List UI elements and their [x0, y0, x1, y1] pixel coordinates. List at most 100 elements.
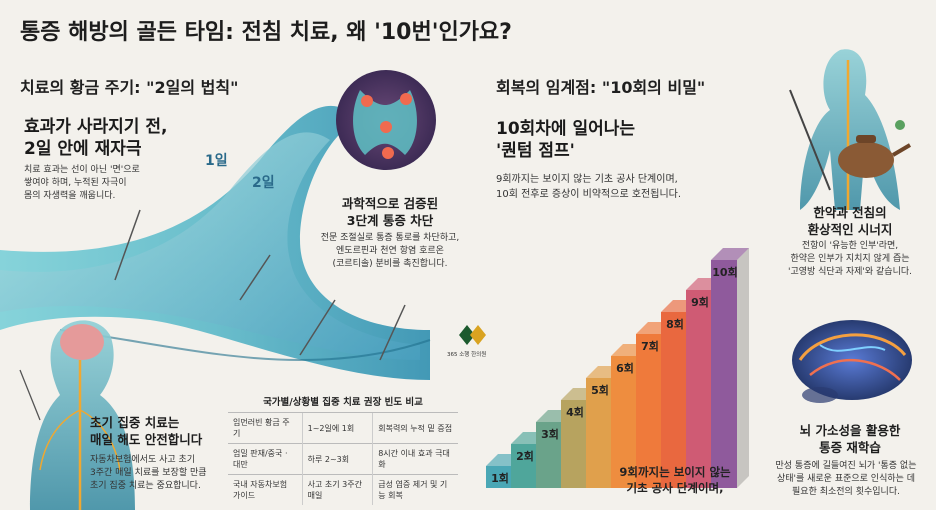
- early-body-line3: 초기 집중 치료는 중요합니다.: [90, 481, 201, 491]
- table-row: 임먼러빈 황금 주기 1~2일에 1회 회복력의 누적 밑 증접: [228, 412, 458, 444]
- left-body-line3: 몸의 자생력을 깨웁니다.: [24, 191, 116, 201]
- stair-step: [511, 444, 537, 488]
- needle-icon: [299, 299, 336, 356]
- needle-icon: [379, 304, 406, 361]
- table-cell: 하루 2~3회: [301, 443, 373, 475]
- stair-step-label: 1회: [491, 472, 509, 485]
- stair-step-label: 7회: [641, 340, 659, 353]
- stairs-caption-line2: 기초 공사 단계이며,: [626, 481, 724, 495]
- right-body-line2: 10회 전후로 증상이 비약적으로 호전됩니다.: [496, 189, 682, 200]
- stair-step-label: 4회: [566, 406, 584, 419]
- body-herb-illustration: [789, 49, 912, 210]
- early-body: 자동차보험에서도 사고 초기 3주간 매일 치료를 보장할 만큼 초기 집중 치…: [90, 454, 207, 493]
- brain-heading-line1: 뇌 가소성을 활용한: [799, 423, 901, 438]
- stair-step: [686, 290, 712, 488]
- stairs-caption-line1: 9회까지는 보이지 않는: [619, 465, 731, 479]
- stair-step-label: 10회: [712, 266, 738, 279]
- frequency-table: 국가별/상황별 집중 치료 권장 빈도 비교 임먼러빈 황금 주기 1~2일에 1…: [228, 394, 458, 505]
- herb-body: 전항이 '유능한 인부'라면, 한약은 인부가 지치지 않게 즙는 '고영방 식…: [765, 240, 935, 279]
- stair-step-label: 6회: [616, 362, 634, 375]
- herb-heading-line2: 환상적인 시너지: [807, 222, 893, 237]
- clinic-logo-text: 365 소행 한의원: [447, 352, 487, 358]
- needle-icon: [114, 209, 141, 281]
- needle-icon: [789, 89, 831, 191]
- cell-illustration: [336, 70, 436, 170]
- left-subhead: 효과가 사라지기 전, 2일 안에 재자극: [24, 116, 167, 160]
- stair-step-label: 9회: [691, 296, 709, 309]
- brain-body-line2: 상태'를 새로운 표준으로 인식하는 데: [776, 474, 916, 484]
- early-heading: 초기 집중 치료는 매일 해도 안전합니다: [90, 414, 202, 448]
- table-row: 국내 자동차보험 가이드 사고 초기 3주간 매일 급성 염증 제거 및 기능 회복: [228, 474, 458, 505]
- wave-label-day1: 1일: [205, 153, 228, 169]
- left-body-line2: 쌓여야 하며, 누적된 자극이: [24, 178, 127, 188]
- early-body-line2: 3주간 매일 치료를 보장할 만큼: [90, 468, 207, 478]
- left-subhead-line2: 2일 안에 재자극: [24, 139, 142, 159]
- stair-step: [536, 422, 562, 488]
- center-heading-line1: 과학적으로 검증된: [341, 196, 439, 211]
- table-cell: 회복력의 누적 밑 증접: [372, 412, 458, 444]
- herb-heading-line1: 한약과 전침의: [813, 205, 887, 220]
- stair-step: [661, 312, 687, 488]
- herb-body-line3: '고영방 식단과 자제'와 같습니다.: [787, 267, 913, 277]
- early-heading-line1: 초기 집중 치료는: [90, 415, 180, 430]
- page-title: 통증 해방의 골든 타임: 전침 치료, 왜 '10번'인가요?: [20, 20, 512, 45]
- brain-body-line3: 필요한 최소전의 횟수입니다.: [792, 487, 900, 497]
- early-body-line1: 자동차보험에서도 사고 초기: [90, 455, 196, 465]
- table-row: 엄밀 판재/중국 · 대만 하루 2~3회 8시간 이내 효과 극대화: [228, 443, 458, 475]
- right-body-line1: 9회까지는 보이지 않는 기초 공사 단계이며,: [496, 174, 678, 185]
- center-heading-line2: 3단계 통증 차단: [346, 213, 434, 228]
- stair-step-label: 5회: [591, 384, 609, 397]
- center-body-line2: 엔도르핀과 천연 항염 호르온: [336, 246, 444, 256]
- brain-body-line1: 만성 통증에 길들여진 뇌가 '통증 없는: [775, 461, 917, 471]
- right-subhead-line2: '퀀텀 점프': [496, 141, 575, 161]
- frequency-table-title: 국가별/상황별 집중 치료 권장 빈도 비교: [263, 397, 423, 408]
- left-subhead-line1: 효과가 사라지기 전,: [24, 117, 168, 137]
- table-cell: 사고 초기 3주간 매일: [301, 474, 373, 505]
- stair-step: [711, 260, 737, 488]
- center-body: 전문 조절실로 통증 통로를 차단하고, 엔도르핀과 천연 항염 호르온 (코르…: [300, 232, 480, 271]
- brain-heading: 뇌 가소성을 활용한 통증 재학습: [770, 422, 930, 456]
- right-subhead-line1: 10회차에 일어나는: [496, 119, 636, 139]
- wave-illustration: [0, 105, 431, 380]
- table-cell: 8시간 이내 효과 극대화: [372, 443, 458, 475]
- stairs-chart: [486, 248, 749, 488]
- left-body: 치료 효과는 선이 아닌 '면'으로 쌓여야 하며, 누적된 자극이 몸의 자생…: [24, 164, 140, 203]
- stair-step-label: 2회: [516, 450, 534, 463]
- herb-body-line2: 한약은 인부가 지치지 않게 즙는: [790, 254, 910, 264]
- center-heading: 과학적으로 검증된 3단계 통증 차단: [330, 195, 450, 229]
- stair-step-side: [737, 248, 749, 488]
- stair-step: [486, 466, 512, 488]
- herb-heading: 한약과 전침의 환상적인 시너지: [775, 204, 925, 238]
- clinic-logo: [459, 325, 486, 345]
- stair-step: [586, 378, 612, 488]
- stair-step-top: [711, 248, 749, 260]
- stair-step: [611, 356, 637, 488]
- needle-icon: [19, 369, 41, 421]
- right-body: 9회까지는 보이지 않는 기초 공사 단계이며, 10회 전후로 증상이 비약적…: [496, 172, 681, 202]
- stair-step-label: 3회: [541, 428, 559, 441]
- brain-heading-line2: 통증 재학습: [819, 440, 881, 455]
- table-cell: 급성 염증 제거 및 기능 회복: [372, 474, 458, 505]
- table-cell: 엄밀 판재/중국 · 대만: [228, 443, 303, 475]
- table-cell: 1~2일에 1회: [301, 412, 373, 444]
- stairs-caption: 9회까지는 보이지 않는 기초 공사 단계이며,: [600, 464, 750, 496]
- herb-body-line1: 전항이 '유능한 인부'라면,: [801, 241, 899, 251]
- table-cell: 임먼러빈 황금 주기: [228, 412, 303, 444]
- stair-step-label: 8회: [666, 318, 684, 331]
- left-section-heading: 치료의 황금 주기: "2일의 법칙": [20, 78, 239, 97]
- center-body-line1: 전문 조절실로 통증 통로를 차단하고,: [320, 233, 460, 243]
- brain-body: 만성 통증에 길들여진 뇌가 '통증 없는 상태'를 새로운 표준으로 인식하는…: [758, 460, 934, 499]
- right-section-heading: 회복의 임계점: "10회의 비밀": [496, 78, 706, 97]
- brain-illustration: [792, 320, 912, 403]
- stair-step: [636, 334, 662, 488]
- table-cell: 국내 자동차보험 가이드: [228, 474, 303, 505]
- early-heading-line2: 매일 해도 안전합니다: [90, 432, 203, 447]
- center-body-line3: (코르티솔) 분비를 촉진합니다.: [332, 259, 448, 269]
- stair-step: [561, 400, 587, 488]
- human-nerve-illustration: [19, 320, 135, 510]
- left-body-line1: 치료 효과는 선이 아닌 '면'으로: [24, 165, 140, 175]
- needle-icon: [239, 254, 271, 301]
- right-subhead: 10회차에 일어나는 '퀀텀 점프': [496, 118, 635, 162]
- wave-label-day2: 2일: [252, 175, 275, 191]
